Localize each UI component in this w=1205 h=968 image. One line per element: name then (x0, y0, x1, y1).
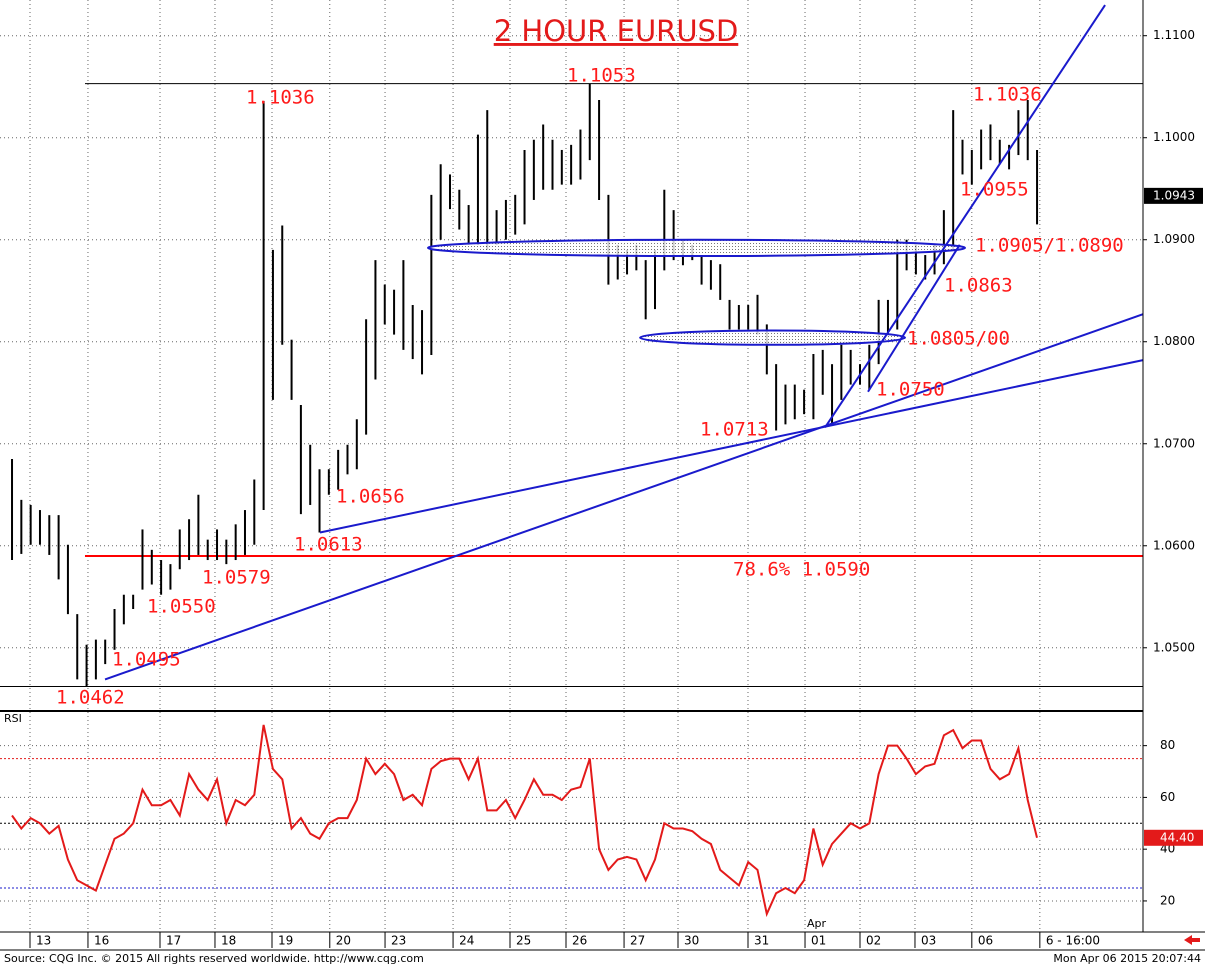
annotation: 1.0805/00 (907, 328, 1010, 350)
y-tick-label: 1.0500 (1153, 640, 1195, 654)
x-tick-label: 13 (36, 934, 51, 948)
trendline (104, 313, 1144, 681)
x-tick-label: 18 (221, 934, 236, 948)
y-tick-label: 1.0700 (1153, 436, 1195, 450)
annotation: 1.0550 (147, 596, 216, 618)
annotation: 1.0750 (876, 379, 945, 401)
x-tick-label: 24 (459, 934, 474, 948)
chart-title: 2 HOUR EURUSD (494, 14, 739, 48)
x-tick-label: 23 (391, 934, 406, 948)
annotation: 1.0579 (202, 567, 271, 589)
rsi-last-box (1144, 829, 1203, 846)
y-tick-label: 1.1000 (1153, 130, 1195, 144)
footer-source: Source: CQG Inc. © 2015 All rights reser… (4, 952, 424, 965)
annotation: 1.0905/1.0890 (975, 235, 1124, 257)
y-tick-label: 60 (1160, 790, 1175, 804)
zone (426, 238, 967, 258)
annotation: 1.1036 (973, 84, 1042, 106)
trendline (319, 359, 1144, 534)
y-tick-label: 1.0900 (1153, 232, 1195, 246)
annotation: 1.0863 (944, 275, 1013, 297)
y-tick-label: 1.0800 (1153, 334, 1195, 348)
x-tick-label: 06 (978, 934, 993, 948)
annotation: 1.0613 (294, 534, 363, 556)
x-tick-label: 25 (516, 934, 531, 948)
x-tick-label: 6 - 16:00 (1046, 934, 1100, 948)
x-tick-label: 19 (278, 934, 293, 948)
annotation: 1.0713 (700, 419, 769, 441)
x-tick-label: 02 (866, 934, 881, 948)
plot: 1.0500 1.0600 1.0700 1.0800 1.0900 1.1000 1.11… (0, 0, 1195, 948)
x-tick-label: 30 (684, 934, 699, 948)
x-tick-label: 27 (630, 934, 645, 948)
x-tick-label: 03 (921, 934, 936, 948)
rsi-last-label: 44.40 (1160, 830, 1194, 844)
trendline (824, 4, 1106, 428)
x-tick-label: 17 (166, 934, 181, 948)
rsi-label: RSI (4, 712, 22, 725)
annotation: 1.1036 (246, 87, 315, 109)
annotation: 78.6% 1.0590 (733, 559, 870, 581)
y-tick-label: 20 (1160, 893, 1175, 907)
month-label: Apr (807, 917, 827, 930)
annotation: 1.0462 (56, 687, 125, 709)
y-tick-label: 80 (1160, 738, 1175, 752)
y-tick-label: 1.0600 (1153, 538, 1195, 552)
annotation: 1.1053 (567, 65, 636, 87)
footer-timestamp: Mon Apr 06 2015 20:07:44 (1053, 952, 1201, 965)
last-price-box (1144, 187, 1203, 204)
annotation: 1.0656 (336, 486, 405, 508)
annotation: 1.0955 (960, 179, 1029, 201)
y-tick-label: 1.1100 (1153, 28, 1195, 42)
trendline (867, 244, 961, 393)
x-tick-label: 20 (336, 934, 351, 948)
annotation: 1.0495 (112, 649, 181, 671)
rsi-line (11, 724, 1038, 918)
x-tick-label: 26 (572, 934, 587, 948)
last-price-label: 1.0943 (1153, 188, 1195, 202)
x-tick-label: 01 (811, 934, 826, 948)
arrow-icon (1184, 935, 1200, 945)
x-tick-label: 31 (754, 934, 769, 948)
x-tick-label: 16 (94, 934, 109, 948)
zone (639, 329, 907, 346)
